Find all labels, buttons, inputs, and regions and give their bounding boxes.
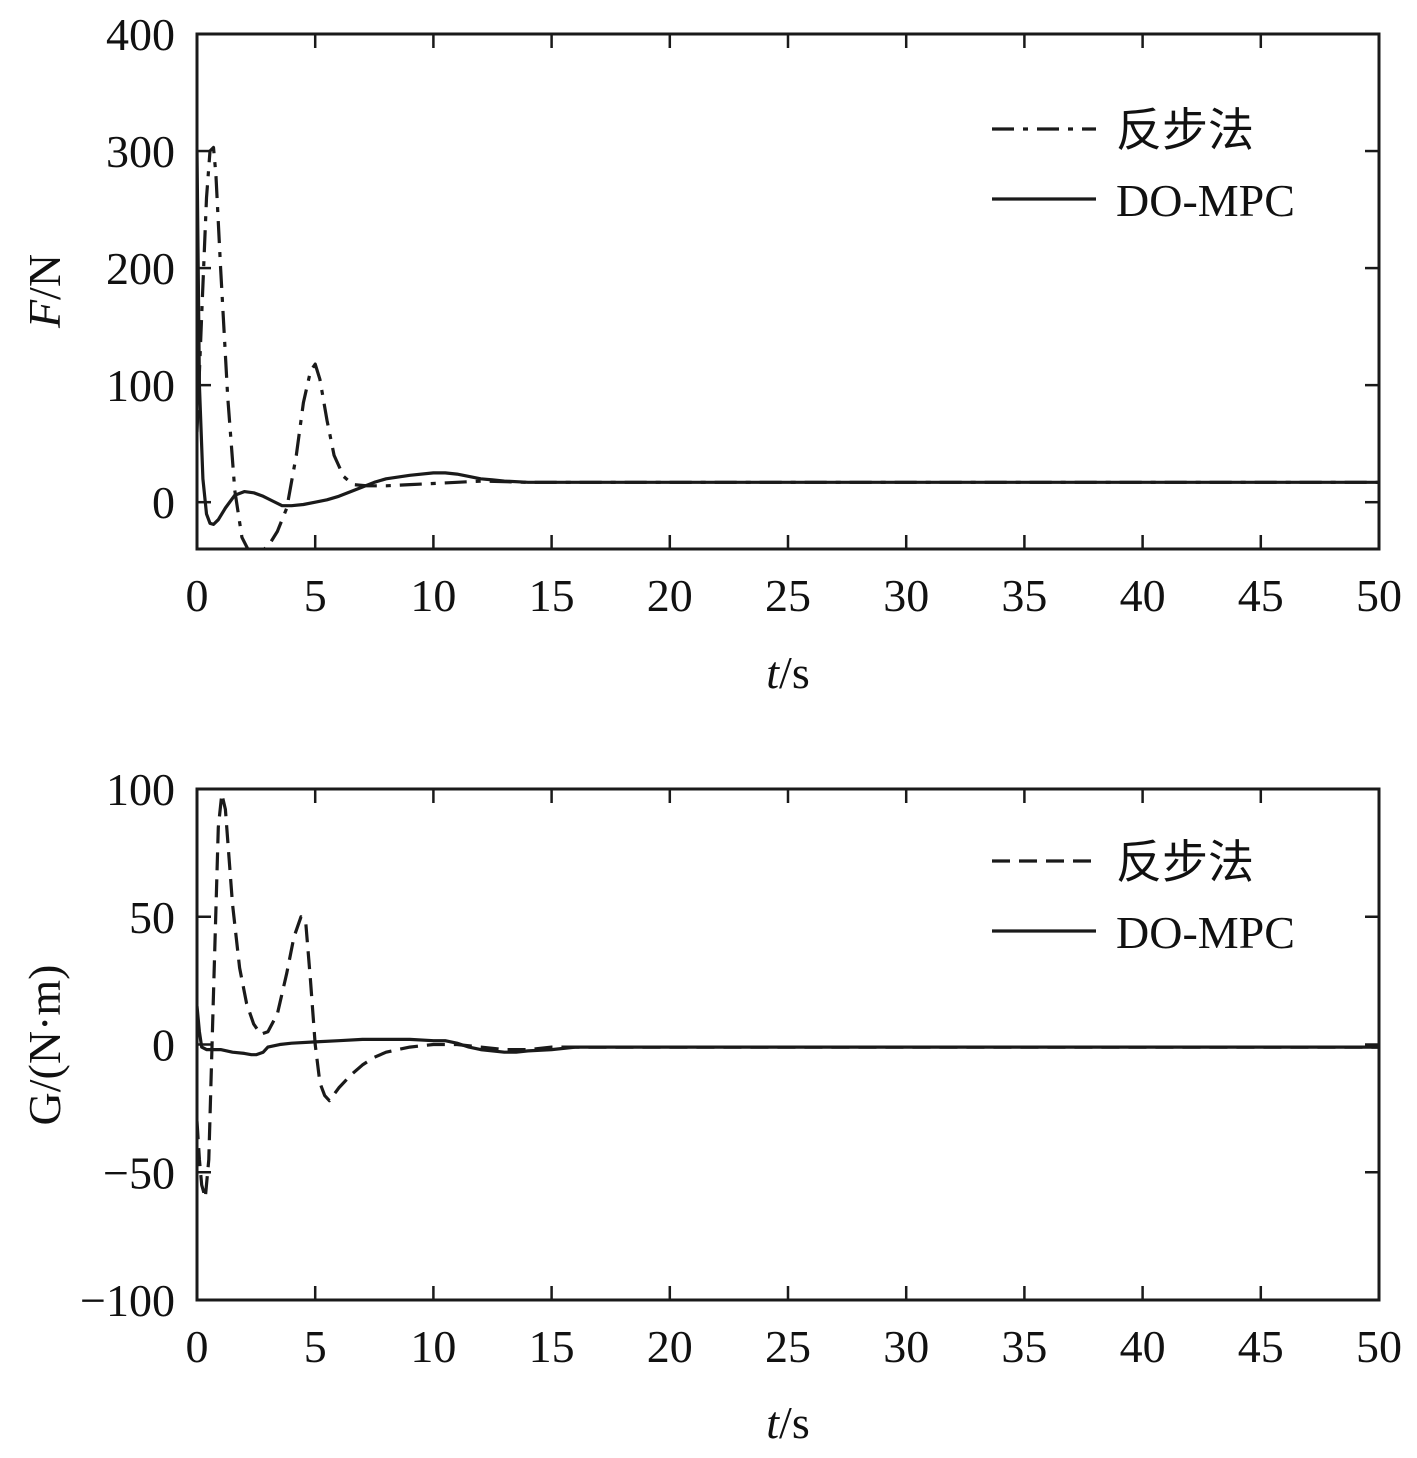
- torque-y-tick-label: 50: [129, 892, 175, 943]
- force-y-tick-label: 0: [152, 477, 175, 528]
- force-x-tick-label: 20: [647, 570, 693, 621]
- force-x-axis-label: t/s: [766, 647, 809, 698]
- torque-x-axis-label: t/s: [766, 1397, 809, 1448]
- torque-y-axis-label: G/(N·m): [19, 965, 70, 1126]
- force-x-tick-label: 25: [765, 570, 811, 621]
- torque-y-tick-label: 0: [152, 1020, 175, 1071]
- force-x-tick-label: 50: [1356, 570, 1402, 621]
- torque-x-ticks: 0 5 10 15 20 25 30 35 40 45 50: [186, 789, 1402, 1372]
- torque-x-tick-label: 40: [1120, 1321, 1166, 1372]
- force-x-tick-label: 30: [883, 570, 929, 621]
- force-x-tick-label: 10: [410, 570, 456, 621]
- force-series-do-mpc-line: [197, 150, 1379, 527]
- force-x-tick-label: 40: [1120, 570, 1166, 621]
- torque-y-tick-label: 100: [106, 764, 175, 815]
- force-y-tick-label: 100: [106, 360, 175, 411]
- torque-y-tick-label: −50: [103, 1147, 175, 1198]
- force-x-tick-label: 15: [529, 570, 575, 621]
- force-x-tick-label: 5: [304, 570, 327, 621]
- torque-series-do-mpc-line: [197, 1006, 1379, 1057]
- torque-y-ticks: −100 −50 0 50 100: [80, 764, 1379, 1326]
- force-y-tick-label: 400: [106, 9, 175, 60]
- torque-x-tick-label: 0: [186, 1321, 209, 1372]
- force-y-tick-label: 200: [106, 243, 175, 294]
- torque-x-tick-label: 25: [765, 1321, 811, 1372]
- force-y-tick-label: 300: [106, 126, 175, 177]
- torque-x-tick-label: 50: [1356, 1321, 1402, 1372]
- torque-x-tick-label: 45: [1238, 1321, 1284, 1372]
- force-y-axis-label: F/N: [19, 254, 70, 329]
- force-y-ticks: 0 100 200 300 400: [106, 9, 1379, 528]
- torque-legend-label-backstepping: 反步法: [1116, 837, 1254, 888]
- force-legend: 反步法 DO-MPC: [992, 105, 1295, 226]
- force-x-tick-label: 35: [1001, 570, 1047, 621]
- force-series-layer: [197, 145, 1379, 549]
- force-series-backstepping-line: [197, 145, 1379, 549]
- chart-torque: 0 5 10 15 20 25 30 35 40 45 50 −100 −50 0 50 100 t/s G…: [19, 764, 1402, 1448]
- torque-series-backstepping-line: [197, 792, 1379, 1200]
- force-legend-label-do-mpc: DO-MPC: [1116, 175, 1295, 226]
- force-legend-label-backstepping: 反步法: [1116, 105, 1254, 156]
- torque-x-tick-label: 5: [304, 1321, 327, 1372]
- torque-x-tick-label: 10: [410, 1321, 456, 1372]
- torque-legend: 反步法 DO-MPC: [992, 837, 1295, 958]
- torque-x-tick-label: 15: [529, 1321, 575, 1372]
- torque-x-tick-label: 30: [883, 1321, 929, 1372]
- torque-x-tick-label: 35: [1001, 1321, 1047, 1372]
- torque-series-layer: [197, 792, 1379, 1200]
- force-x-ticks: 0 5 10 15 20 25 30 35 40 45 50: [186, 34, 1402, 621]
- torque-x-tick-label: 20: [647, 1321, 693, 1372]
- force-x-tick-label: 45: [1238, 570, 1284, 621]
- torque-y-tick-label: −100: [80, 1275, 175, 1326]
- chart-force: 0 5 10 15 20 25 30 35 40 45 50 0 100 200 300 400 t/s F…: [19, 9, 1402, 698]
- torque-legend-label-do-mpc: DO-MPC: [1116, 907, 1295, 958]
- force-x-tick-label: 0: [186, 570, 209, 621]
